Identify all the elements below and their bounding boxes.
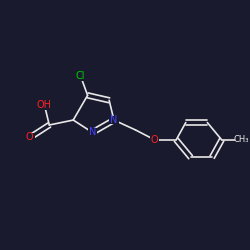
FancyBboxPatch shape xyxy=(109,116,119,124)
FancyBboxPatch shape xyxy=(236,136,250,144)
Text: O: O xyxy=(25,132,33,142)
FancyBboxPatch shape xyxy=(73,70,88,81)
Text: Cl: Cl xyxy=(76,70,85,81)
Text: N: N xyxy=(110,115,118,125)
Text: O: O xyxy=(151,135,158,145)
Text: N: N xyxy=(89,128,96,138)
Text: OH: OH xyxy=(37,100,52,110)
FancyBboxPatch shape xyxy=(36,101,54,110)
FancyBboxPatch shape xyxy=(25,133,35,142)
Text: CH₃: CH₃ xyxy=(233,135,248,144)
FancyBboxPatch shape xyxy=(150,136,160,144)
FancyBboxPatch shape xyxy=(88,128,97,137)
